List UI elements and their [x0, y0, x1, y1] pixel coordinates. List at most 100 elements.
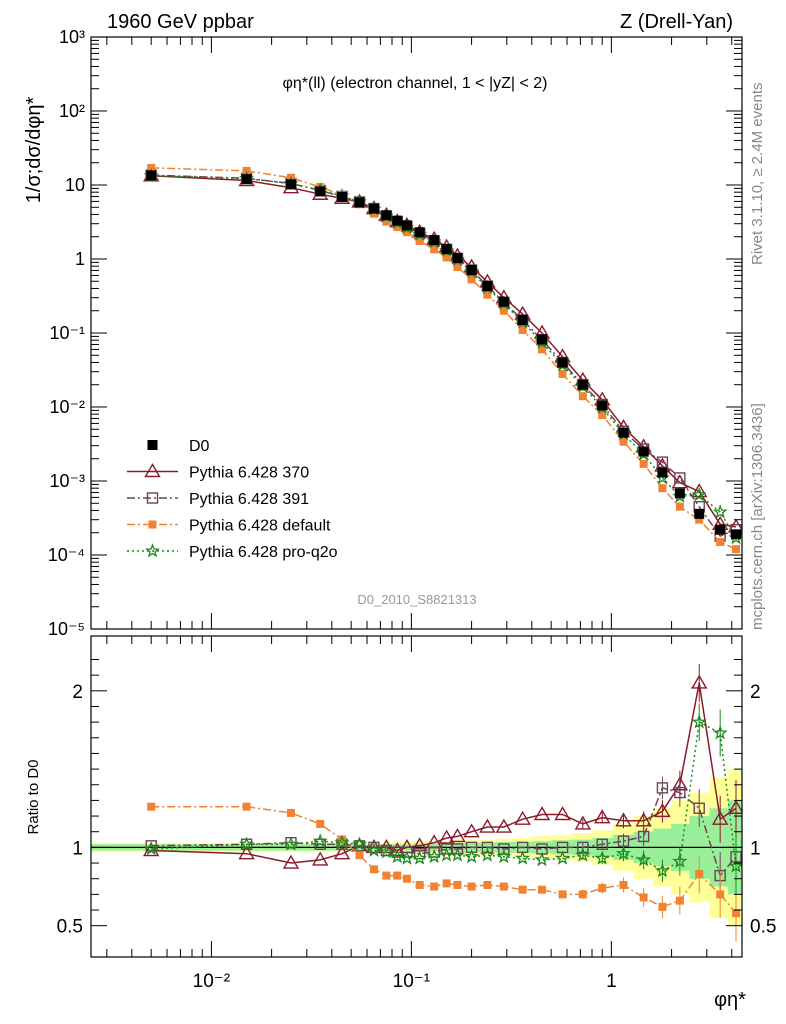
point-pythia-6-428-default	[467, 275, 476, 284]
ratio-point-pythia-6-428-default	[430, 882, 439, 891]
main-panel-frame-fill	[91, 37, 742, 629]
ratio-point-pythia-6-428-391	[353, 840, 366, 852]
point-pythia-6-428-pro-q2o	[691, 486, 707, 502]
ratio-point-pythia-6-428-pro-q2o	[389, 848, 405, 864]
x-tick-label: 1	[606, 971, 617, 992]
ratio-point-pythia-6-428-pro-q2o	[654, 863, 670, 878]
ratio-point-pythia-6-428-default	[732, 909, 741, 918]
ratio-point-pythia-6-428-default	[483, 880, 492, 889]
ratio-point-pythia-6-428-pro-q2o	[399, 850, 415, 865]
ratio-point-pythia-6-428-default	[578, 890, 587, 899]
ratio-panel-series	[142, 664, 742, 942]
ratio-point-pythia-6-428-pro-q2o	[728, 858, 742, 873]
ratio-point-pythia-6-428-pro-q2o	[352, 836, 367, 851]
point-pythia-6-428-default	[430, 245, 439, 254]
point-d0	[715, 524, 726, 535]
main-y-tick-label: 10³	[59, 27, 85, 47]
point-d0	[392, 215, 403, 226]
main-panel-series	[142, 163, 742, 554]
ratio-point-pythia-6-428-default	[716, 890, 725, 899]
point-pythia-6-428-default	[658, 484, 667, 493]
point-d0	[429, 235, 440, 246]
ratio-point-pythia-6-428-pro-q2o	[575, 847, 591, 862]
ratio-point-pythia-6-428-pro-q2o	[366, 842, 382, 857]
ratio-point-pythia-6-428-default	[538, 885, 547, 894]
ratio-point-pythia-6-428-391	[498, 843, 510, 855]
ratio-point-pythia-6-428-370	[378, 839, 395, 854]
point-pythia-6-428-default	[619, 437, 628, 446]
legend-marker-pythia-6-428-391	[146, 492, 159, 504]
ratio-point-pythia-6-428-default	[415, 880, 424, 889]
main-y-tick-label: 10⁻³	[49, 471, 85, 491]
point-pythia-6-428-default	[732, 545, 741, 554]
ratio-point-pythia-6-428-370	[554, 806, 571, 821]
point-pythia-6-428-pro-q2o	[712, 504, 728, 519]
point-pythia-6-428-391	[674, 472, 686, 484]
ratio-point-pythia-6-428-default	[393, 871, 402, 880]
point-d0	[498, 296, 509, 307]
legend-marker-pythia-6-428-default	[148, 520, 157, 529]
point-pythia-6-428-default	[716, 537, 725, 546]
ratio-point-pythia-6-428-370	[479, 818, 496, 833]
ratio-point-pythia-6-428-391	[596, 838, 608, 850]
ratio-point-pythia-6-428-pro-q2o	[378, 844, 394, 859]
point-pythia-6-428-default	[483, 290, 492, 299]
ratio-y-tick-label-right: 0.5	[750, 917, 776, 938]
ratio-point-pythia-6-428-default	[316, 819, 325, 828]
ratio-line-pythia-6-428-pro-q2o	[151, 720, 737, 872]
ratio-point-pythia-6-428-pro-q2o	[450, 847, 465, 862]
ratio-point-pythia-6-428-370	[311, 851, 329, 866]
point-pythia-6-428-default	[147, 163, 156, 172]
ratio-y-tick-label: 2	[72, 682, 83, 703]
point-d0	[381, 210, 392, 221]
ratio-point-pythia-6-428-370	[574, 815, 592, 830]
ratio-point-pythia-6-428-default	[442, 879, 451, 888]
ratio-point-pythia-6-428-pro-q2o	[283, 836, 299, 851]
series-line-pythia-6-428-default	[151, 167, 737, 550]
ratio-point-pythia-6-428-pro-q2o	[334, 834, 350, 849]
ratio-point-pythia-6-428-pro-q2o	[426, 848, 442, 864]
legend-label-pythia-6-428-default: Pythia 6.428 default	[189, 518, 331, 535]
ratio-point-pythia-6-428-pro-q2o	[496, 848, 512, 864]
ratio-point-pythia-6-428-default	[467, 882, 476, 891]
point-d0	[618, 427, 629, 438]
ratio-point-pythia-6-428-391	[440, 843, 453, 855]
x-tick-label: 10⁻²	[193, 971, 231, 992]
point-pythia-6-428-default	[578, 392, 587, 401]
ratio-y-tick-label-right: 1	[750, 838, 761, 859]
point-d0	[466, 265, 477, 276]
ratio-point-pythia-6-428-pro-q2o	[479, 847, 495, 862]
ratio-point-pythia-6-428-default	[355, 851, 364, 860]
main-y-tick-label: 10⁻⁴	[48, 545, 85, 565]
header-right-label: Z (Drell-Yan)	[620, 11, 733, 33]
ratio-point-pythia-6-428-pro-q2o	[554, 850, 571, 865]
point-pythia-6-428-default	[415, 237, 424, 246]
ratio-y-tick-label: 1	[72, 838, 83, 859]
ratio-point-pythia-6-428-391	[481, 841, 494, 854]
ratio-point-pythia-6-428-default	[658, 902, 667, 911]
point-d0	[577, 379, 588, 390]
point-d0	[657, 467, 668, 478]
point-d0	[441, 244, 452, 255]
main-y-tick-label: 10⁻²	[49, 397, 85, 417]
ratio-y-axis-label: Ratio to D0	[25, 759, 42, 834]
x-axis-label: φη*	[714, 989, 746, 1011]
point-pythia-6-428-default	[382, 217, 391, 226]
ratio-point-pythia-6-428-pro-q2o	[594, 850, 610, 865]
ratio-point-pythia-6-428-370	[615, 812, 632, 827]
ratio-point-pythia-6-428-391	[451, 843, 464, 855]
point-pythia-6-428-default	[518, 325, 527, 334]
main-panel-axes: 10⁻⁵ 10⁻⁴ 10⁻³ 10⁻² 10⁻¹ 1 10 10² 10³	[48, 27, 743, 639]
ratio-point-pythia-6-428-pro-q2o	[712, 725, 728, 740]
point-pythia-6-428-default	[442, 253, 451, 262]
main-y-tick-label: 10⁻⁵	[48, 619, 85, 639]
ratio-point-pythia-6-428-pro-q2o	[312, 833, 328, 848]
rivet-version-label: Rivet 3.1.10, ≥ 2.4M events	[749, 83, 766, 266]
point-d0	[401, 220, 412, 231]
point-d0	[146, 170, 157, 181]
legend-label-pythia-6-428-391: Pythia 6.428 391	[189, 491, 309, 508]
ratio-point-pythia-6-428-default	[338, 835, 347, 844]
point-d0	[452, 253, 463, 264]
main-y-tick-label: 10	[65, 175, 85, 195]
